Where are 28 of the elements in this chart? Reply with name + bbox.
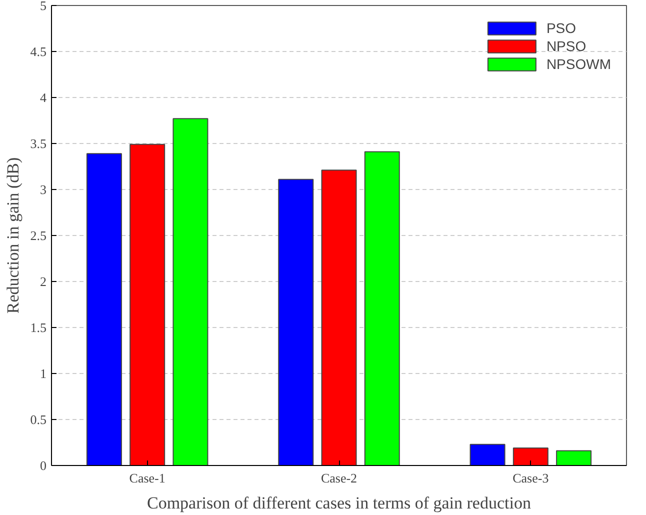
y-tick-label: 2 <box>40 274 46 289</box>
x-tick-label: Case-2 <box>320 470 358 486</box>
x-axis-title: Comparison of different cases in terms of gain reduction <box>147 494 532 512</box>
x-tick-label: Case-1 <box>129 470 166 486</box>
bar <box>512 448 548 466</box>
y-tick-label: 3.5 <box>30 136 46 151</box>
y-tick-label: 0 <box>40 458 46 473</box>
y-tick-label: 2.5 <box>30 228 46 243</box>
bar <box>172 118 208 466</box>
bar <box>130 144 166 466</box>
x-tick-label: Case-3 <box>512 470 549 486</box>
legend-label: NPSOWM <box>546 56 611 72</box>
bar <box>470 444 506 466</box>
bar <box>556 450 592 466</box>
legend-label: NPSO <box>546 38 586 54</box>
bar <box>364 151 400 466</box>
y-tick-label: 4 <box>40 90 47 105</box>
bar <box>321 170 357 466</box>
y-tick-label: 1.5 <box>30 320 46 335</box>
bar <box>86 153 122 466</box>
y-tick-label: 0.5 <box>30 412 46 427</box>
legend-label: PSO <box>546 20 576 36</box>
y-tick-label: 3 <box>40 182 46 197</box>
y-tick-label: 4.5 <box>30 44 46 59</box>
y-tick-label: 5 <box>40 0 46 13</box>
y-tick-label: 1 <box>40 366 46 381</box>
y-axis-title: Reduction in gain (dB) <box>3 157 22 314</box>
bar <box>278 178 314 466</box>
